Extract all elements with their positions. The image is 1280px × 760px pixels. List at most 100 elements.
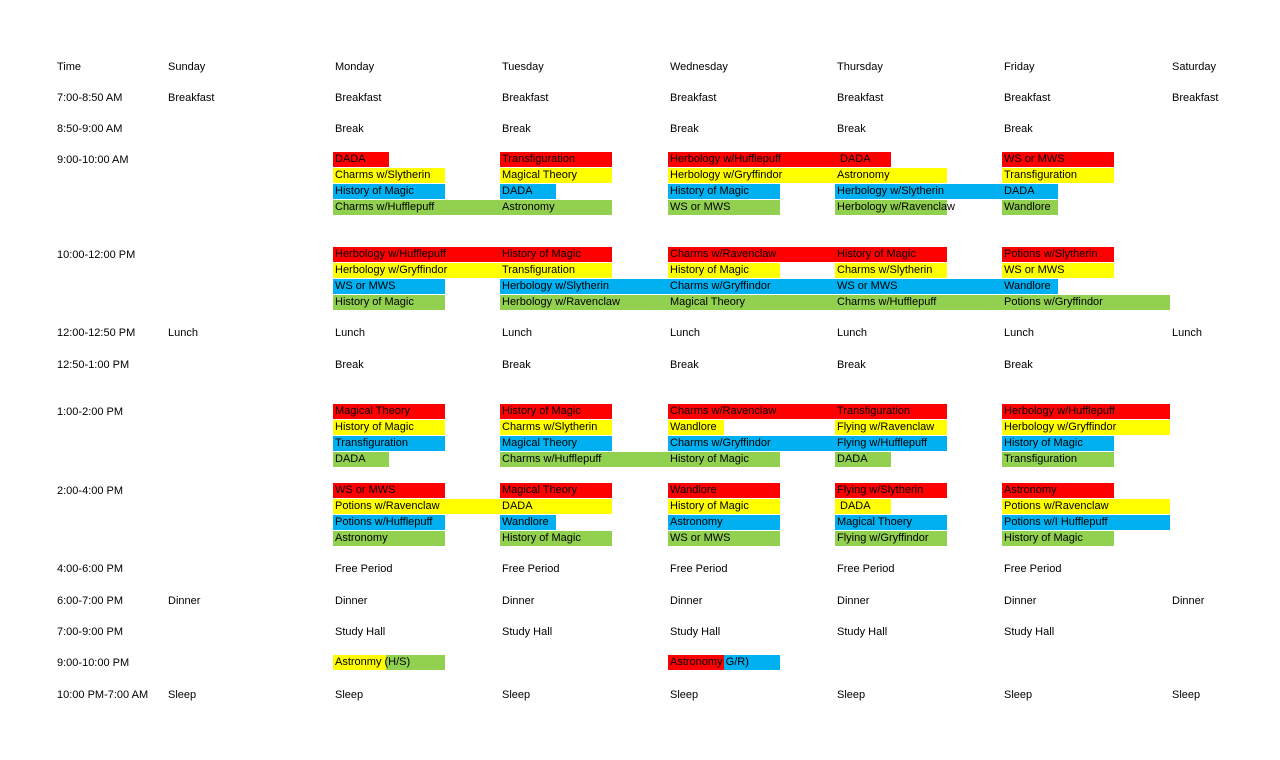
sleep-cell: Sleep — [837, 689, 866, 701]
lunch-cell: Lunch — [670, 327, 700, 339]
sleep-cell: Sleep — [168, 689, 197, 701]
breakfast-cell: Breakfast — [837, 92, 884, 104]
lunch-cell: Lunch — [502, 327, 532, 339]
class-cell: WS or MWS — [668, 531, 780, 546]
class-cell: WS or MWS — [333, 279, 445, 294]
break-cell: Break — [335, 123, 364, 135]
free-period-cell: Free Period — [1004, 563, 1062, 575]
class-cell: Transfiguration — [500, 152, 612, 167]
class-cell: DADA — [835, 499, 891, 514]
dinner-cell: Dinner — [1004, 595, 1037, 607]
class-cell: Charms w/Slytherin — [333, 168, 445, 183]
sleep-cell: Sleep — [670, 689, 699, 701]
class-cell: Potions w/Ravenclaw — [333, 499, 501, 514]
time-label: 4:00-6:00 PM — [57, 563, 124, 575]
class-cell: Flying w/Gryffindor — [835, 531, 947, 546]
dinner-cell: Dinner — [1172, 595, 1205, 607]
free-period-cell: Free Period — [837, 563, 895, 575]
time-label: 12:50-1:00 PM — [57, 359, 130, 371]
class-label-part: (H/S) — [384, 656, 411, 668]
header-time: Time — [57, 61, 82, 73]
class-cell: Magical Theory — [500, 168, 612, 183]
class-cell — [668, 655, 724, 670]
study-hall-cell: Study Hall — [837, 626, 888, 638]
class-cell: DADA — [835, 152, 891, 167]
class-cell: Charms w/Gryffindor — [668, 279, 836, 294]
time-label: 7:00-8:50 AM — [57, 92, 123, 104]
class-label: Astronomy G/R) — [670, 655, 749, 670]
class-cell: Charms w/Slytherin — [835, 263, 947, 278]
class-cell: History of Magic — [333, 184, 445, 199]
class-cell: Herbology w/Gryffindor — [1002, 420, 1170, 435]
class-cell: Potions w/Hufflepuff — [333, 515, 445, 530]
class-cell: Transfiguration — [1002, 452, 1114, 467]
breakfast-cell: Breakfast — [1172, 92, 1219, 104]
lunch-cell: Lunch — [1004, 327, 1034, 339]
class-cell: Charms w/Hufflepuff — [835, 295, 1003, 310]
break-cell: Break — [837, 359, 866, 371]
class-cell — [333, 655, 386, 670]
class-cell: Potions w/Gryffindor — [1002, 295, 1170, 310]
time-label: 7:00-9:00 PM — [57, 626, 124, 638]
sleep-cell: Sleep — [502, 689, 531, 701]
time-label: 6:00-7:00 PM — [57, 595, 124, 607]
break-cell: Break — [1004, 123, 1033, 135]
class-label-part: G/R) — [722, 656, 749, 668]
class-cell: DADA — [333, 452, 389, 467]
class-cell: Wandlore — [1002, 200, 1058, 215]
class-cell: DADA — [1002, 184, 1058, 199]
lunch-cell: Lunch — [168, 327, 198, 339]
class-cell: Wandlore — [668, 483, 780, 498]
study-hall-cell: Study Hall — [1004, 626, 1055, 638]
breakfast-cell: Breakfast — [670, 92, 717, 104]
class-cell: Herbology w/Hufflepuff — [668, 152, 836, 167]
lunch-cell: Lunch — [335, 327, 365, 339]
class-cell: DADA — [500, 184, 556, 199]
class-cell: Potions w/I Hufflepuff — [1002, 515, 1170, 530]
class-cell: History of Magic — [835, 247, 947, 262]
break-cell: Break — [335, 359, 364, 371]
class-cell: Magical Theory — [500, 483, 612, 498]
class-label-part: Astronomy — [670, 656, 723, 668]
class-cell: Magical Theory — [333, 404, 445, 419]
class-cell: Wandlore — [668, 420, 724, 435]
time-label: 12:00-12:50 PM — [57, 327, 136, 339]
class-cell: Herbology w/Ravenclaw — [835, 200, 955, 215]
free-period-cell: Free Period — [335, 563, 393, 575]
class-cell: History of Magic — [333, 420, 445, 435]
class-cell: History of Magic — [500, 531, 612, 546]
class-cell — [724, 655, 780, 670]
class-cell: WS or MWS — [1002, 263, 1114, 278]
class-cell: Charms w/Hufflepuff — [333, 200, 501, 215]
breakfast-cell: Breakfast — [168, 92, 215, 104]
free-period-cell: Free Period — [502, 563, 560, 575]
class-cell: Charms w/Slytherin — [500, 420, 612, 435]
break-cell: Break — [670, 123, 699, 135]
class-cell: History of Magic — [500, 247, 612, 262]
class-cell: Transfiguration — [333, 436, 445, 451]
class-cell: Herbology w/Slytherin — [500, 279, 668, 294]
sleep-cell: Sleep — [1172, 689, 1201, 701]
class-cell: Transfiguration — [1002, 168, 1114, 183]
class-cell: Potions w/Slytherin — [1002, 247, 1114, 262]
class-cell: Herbology w/Hufflepuff — [1002, 404, 1170, 419]
time-label: 2:00-4:00 PM — [57, 485, 124, 497]
time-label: 9:00-10:00 PM — [57, 657, 130, 669]
time-label: 10:00 PM-7:00 AM — [57, 689, 149, 701]
class-cell: Herbology w/Ravenclaw — [500, 295, 668, 310]
class-cell: Magical Thoery — [835, 515, 947, 530]
class-label: Astronmy (H/S) — [335, 655, 410, 670]
study-hall-cell: Study Hall — [670, 626, 721, 638]
header-friday: Friday — [1004, 61, 1035, 73]
class-cell: Astronomy — [835, 168, 947, 183]
class-cell: Charms w/Ravenclaw — [668, 247, 836, 262]
class-cell: Potions w/Ravenclaw — [1002, 499, 1170, 514]
class-cell: History of Magic — [333, 295, 445, 310]
class-cell: Transfiguration — [835, 404, 947, 419]
lunch-cell: Lunch — [1172, 327, 1202, 339]
break-cell: Break — [502, 359, 531, 371]
class-cell: Magical Theory — [668, 295, 836, 310]
breakfast-cell: Breakfast — [1004, 92, 1051, 104]
class-cell: History of Magic — [668, 499, 780, 514]
